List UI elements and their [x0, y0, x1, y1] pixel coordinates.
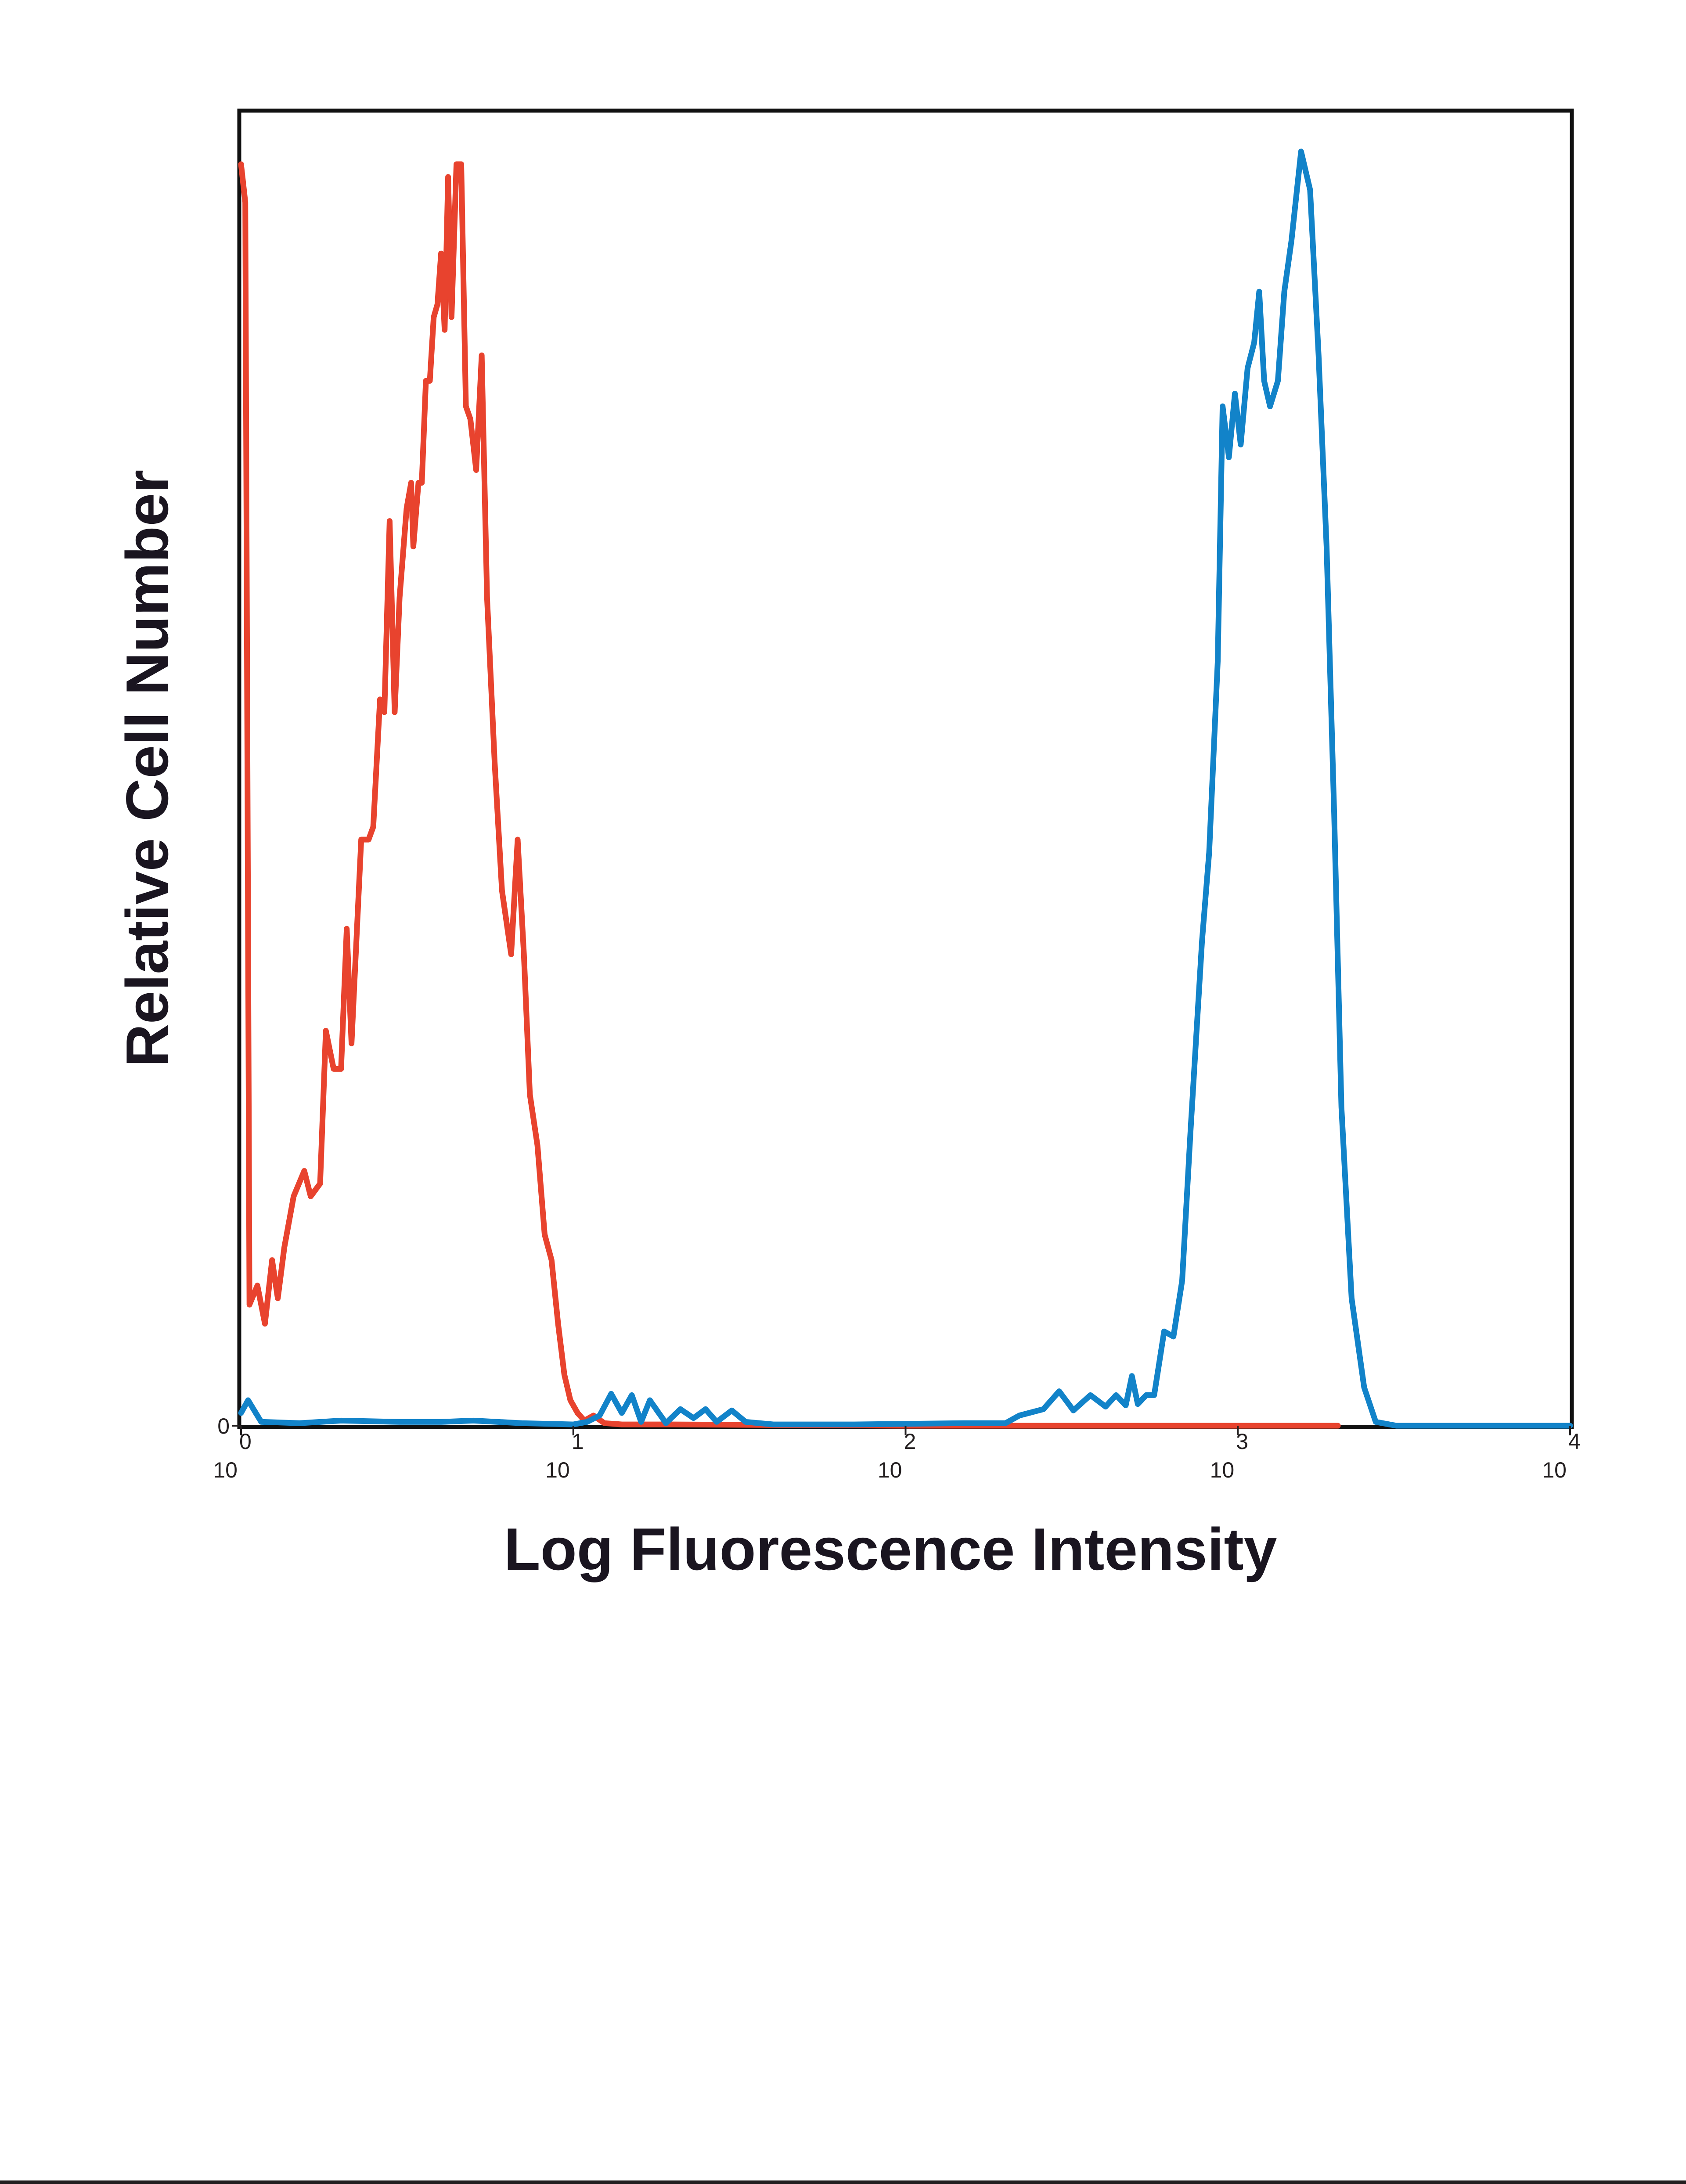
x-tick-exponent: 3 [1236, 1429, 1248, 1454]
x-tick-exponent: 4 [1568, 1429, 1581, 1454]
x-tick-exponent: 1 [572, 1429, 584, 1454]
y-axis-title: Relative Cell Number [114, 470, 180, 1067]
x-tick-label: 10 [878, 1458, 902, 1482]
x-tick-exponent: 2 [904, 1429, 916, 1454]
series-line-1 [238, 161, 1341, 1429]
plot-frame [237, 108, 1574, 1429]
series-line-2 [238, 148, 1573, 1429]
x-tick-label: 10 [1542, 1458, 1567, 1482]
y-tick-label: 0 [217, 1414, 230, 1438]
footer-rule [0, 2180, 1686, 2184]
x-tick-exponent: 0 [239, 1429, 252, 1454]
x-tick-label: 10 [213, 1458, 238, 1482]
series-layer [238, 148, 1573, 1429]
x-tick-label: 10 [1210, 1458, 1235, 1482]
x-axis-title: Log Fluorescence Intensity [504, 1516, 1277, 1582]
x-tick-label: 10 [545, 1458, 570, 1482]
